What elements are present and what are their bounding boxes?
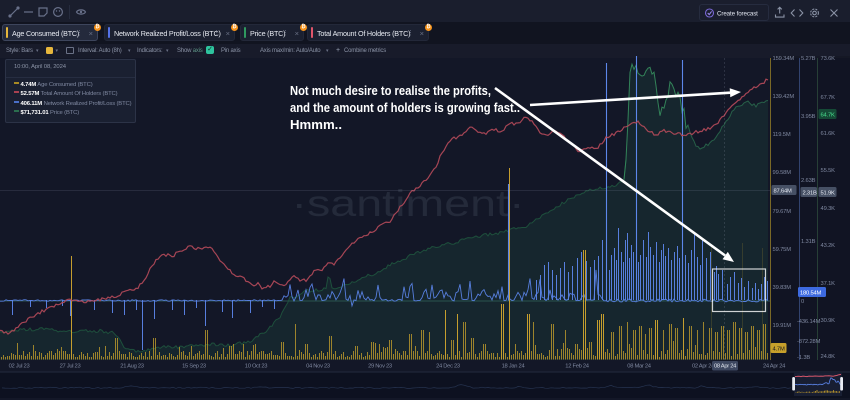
svg-text:02 Apr 24: 02 Apr 24 (692, 364, 715, 370)
svg-text:0: 0 (801, 299, 804, 305)
svg-text:04 Nov 23: 04 Nov 23 (306, 364, 330, 370)
svg-text:29 Nov 23: 29 Nov 23 (368, 364, 392, 370)
svg-text:2.63B: 2.63B (801, 178, 816, 184)
svg-text:180.54M: 180.54M (800, 290, 822, 296)
svg-text:39.83M: 39.83M (773, 285, 792, 291)
svg-text:2.31B: 2.31B (803, 190, 817, 196)
svg-text:19.91M: 19.91M (773, 323, 792, 329)
svg-text:15 Sep 23: 15 Sep 23 (182, 364, 206, 370)
svg-text:Create forecast: Create forecast (717, 11, 758, 18)
svg-text:159.34M: 159.34M (773, 56, 795, 62)
svg-text:24.8K: 24.8K (821, 354, 836, 360)
svg-text:02 Jul 23: 02 Jul 23 (9, 364, 30, 370)
svg-text:08 Apr 24: 08 Apr 24 (714, 364, 737, 370)
svg-text:59.75M: 59.75M (773, 247, 792, 253)
svg-text:30.9K: 30.9K (821, 318, 836, 324)
svg-text:-1.3B: -1.3B (797, 355, 810, 361)
svg-text:37.1K: 37.1K (821, 281, 836, 287)
svg-text:119.5M: 119.5M (773, 132, 791, 138)
svg-text:Hmmm..: Hmmm.. (290, 117, 342, 132)
svg-text:10 Oct 23: 10 Oct 23 (245, 364, 268, 370)
svg-text:51.9K: 51.9K (821, 190, 835, 196)
svg-text:61.6K: 61.6K (821, 131, 836, 137)
svg-text:3.95B: 3.95B (801, 114, 816, 120)
svg-text:·santiment·: ·santiment· (292, 183, 525, 224)
svg-text:18 Jan 24: 18 Jan 24 (502, 364, 526, 370)
svg-text:24 Dec 23: 24 Dec 23 (436, 364, 460, 370)
svg-text:49.3K: 49.3K (821, 206, 836, 212)
svg-text:-872.28M: -872.28M (797, 339, 821, 345)
svg-text:87.64M: 87.64M (774, 188, 793, 194)
svg-text:79.67M: 79.67M (773, 209, 792, 215)
svg-text:43.2K: 43.2K (821, 243, 836, 249)
svg-text:64.7K: 64.7K (821, 112, 835, 118)
svg-text:21 Aug 23: 21 Aug 23 (120, 364, 143, 370)
svg-text:67.7K: 67.7K (821, 95, 836, 101)
svg-text:1.31B: 1.31B (801, 239, 816, 245)
svg-text:27 Jul 23: 27 Jul 23 (60, 364, 81, 370)
svg-text:139.42M: 139.42M (773, 94, 795, 100)
svg-text:73.6K: 73.6K (821, 56, 836, 62)
svg-text:4.7M: 4.7M (773, 346, 785, 352)
svg-text:08 Mar 24: 08 Mar 24 (627, 364, 651, 370)
svg-text:and the amount of holders is g: and the amount of holders is growing fas… (290, 100, 520, 115)
svg-text:55.5K: 55.5K (821, 168, 836, 174)
svg-text:Not much desire to realise the: Not much desire to realise the profits, (290, 83, 491, 98)
svg-text:99.58M: 99.58M (773, 170, 792, 176)
svg-text:5.27B: 5.27B (801, 56, 816, 62)
svg-text:24 Apr 24: 24 Apr 24 (763, 364, 786, 370)
svg-text:-436.14M: -436.14M (797, 319, 821, 325)
svg-text:12 Feb 24: 12 Feb 24 (565, 364, 589, 370)
